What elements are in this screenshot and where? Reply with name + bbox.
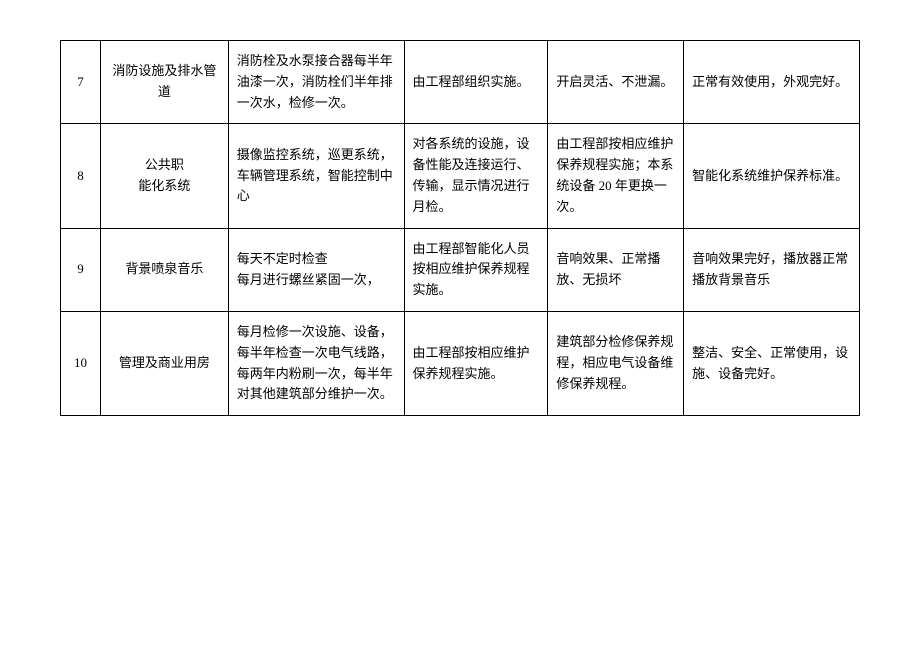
row-number: 9 <box>61 228 101 311</box>
row-number: 7 <box>61 41 101 124</box>
row-c4: 由工程部智能化人员按相应维护保养规程实施。 <box>404 228 548 311</box>
row-c4: 由工程部组织实施。 <box>404 41 548 124</box>
table-row: 7 消防设施及排水管道 消防栓及水泵接合器每半年油漆一次，消防栓们半年排一次水，… <box>61 41 860 124</box>
row-number: 8 <box>61 124 101 228</box>
row-number: 10 <box>61 311 101 415</box>
table-body: 7 消防设施及排水管道 消防栓及水泵接合器每半年油漆一次，消防栓们半年排一次水，… <box>61 41 860 416</box>
maintenance-table: 7 消防设施及排水管道 消防栓及水泵接合器每半年油漆一次，消防栓们半年排一次水，… <box>60 40 860 416</box>
row-c4: 对各系统的设施，设备性能及连接运行、传输，显示情况进行月检。 <box>404 124 548 228</box>
row-name: 背景喷泉音乐 <box>100 228 228 311</box>
row-c6: 正常有效使用，外观完好。 <box>684 41 860 124</box>
row-c3: 消防栓及水泵接合器每半年油漆一次，消防栓们半年排一次水，检修一次。 <box>228 41 404 124</box>
row-c4: 由工程部按相应维护保养规程实施。 <box>404 311 548 415</box>
row-c3: 每天不定时检查每月进行螺丝紧固一次， <box>228 228 404 311</box>
row-c5: 音响效果、正常播放、无损坏 <box>548 228 684 311</box>
row-c5: 开启灵活、不泄漏。 <box>548 41 684 124</box>
row-name: 消防设施及排水管道 <box>100 41 228 124</box>
row-name: 公共职能化系统 <box>100 124 228 228</box>
row-name: 管理及商业用房 <box>100 311 228 415</box>
table-row: 8 公共职能化系统 摄像监控系统，巡更系统，车辆管理系统，智能控制中心 对各系统… <box>61 124 860 228</box>
row-c5: 由工程部按相应维护保养规程实施；本系统设备 20 年更换一次。 <box>548 124 684 228</box>
row-c6: 音响效果完好，播放器正常播放背景音乐 <box>684 228 860 311</box>
row-c3: 每月检修一次设施、设备，每半年检查一次电气线路，每两年内粉刷一次，每半年对其他建… <box>228 311 404 415</box>
row-c3: 摄像监控系统，巡更系统，车辆管理系统，智能控制中心 <box>228 124 404 228</box>
row-c6: 整洁、安全、正常使用，设施、设备完好。 <box>684 311 860 415</box>
row-c6: 智能化系统维护保养标准。 <box>684 124 860 228</box>
table-row: 9 背景喷泉音乐 每天不定时检查每月进行螺丝紧固一次， 由工程部智能化人员按相应… <box>61 228 860 311</box>
table-row: 10 管理及商业用房 每月检修一次设施、设备，每半年检查一次电气线路，每两年内粉… <box>61 311 860 415</box>
row-c5: 建筑部分检修保养规程，相应电气设备维修保养规程。 <box>548 311 684 415</box>
